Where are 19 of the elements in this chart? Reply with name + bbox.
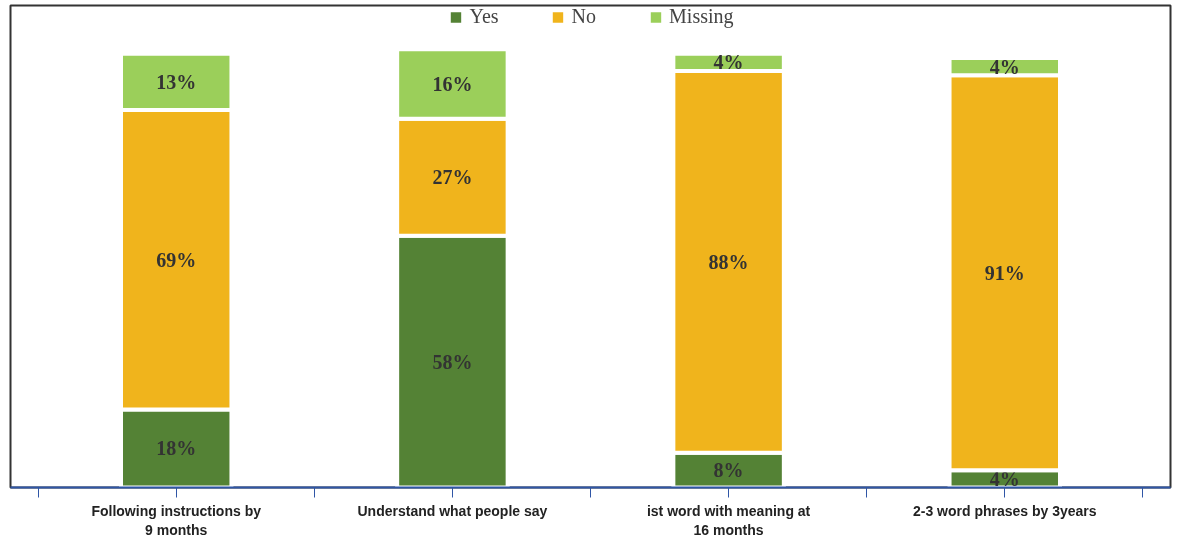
data-label: 88% <box>708 250 749 273</box>
x-tick-label: 2-3 word phrases by 3years <box>912 502 1097 519</box>
x-tick-label: ist word with meaning at 16 months <box>646 502 811 538</box>
data-label: 91% <box>984 261 1025 284</box>
data-label: 69% <box>156 248 197 271</box>
legend-label: No <box>571 5 597 28</box>
x-tick-label: Following instructions by 9 months <box>91 502 262 538</box>
data-label: 27% <box>432 166 473 189</box>
data-label: 58% <box>432 350 473 373</box>
x-tick-label: Understand what people say <box>357 502 548 519</box>
legend-label: Yes <box>469 5 499 28</box>
data-label: 4% <box>713 51 744 74</box>
legend-label: Missing <box>669 5 734 28</box>
data-label: 18% <box>156 437 197 460</box>
data-label: 16% <box>432 73 473 96</box>
data-label: 8% <box>713 459 744 482</box>
data-label: 4% <box>989 55 1020 78</box>
data-label: 4% <box>989 467 1020 490</box>
data-label: 13% <box>156 70 197 93</box>
